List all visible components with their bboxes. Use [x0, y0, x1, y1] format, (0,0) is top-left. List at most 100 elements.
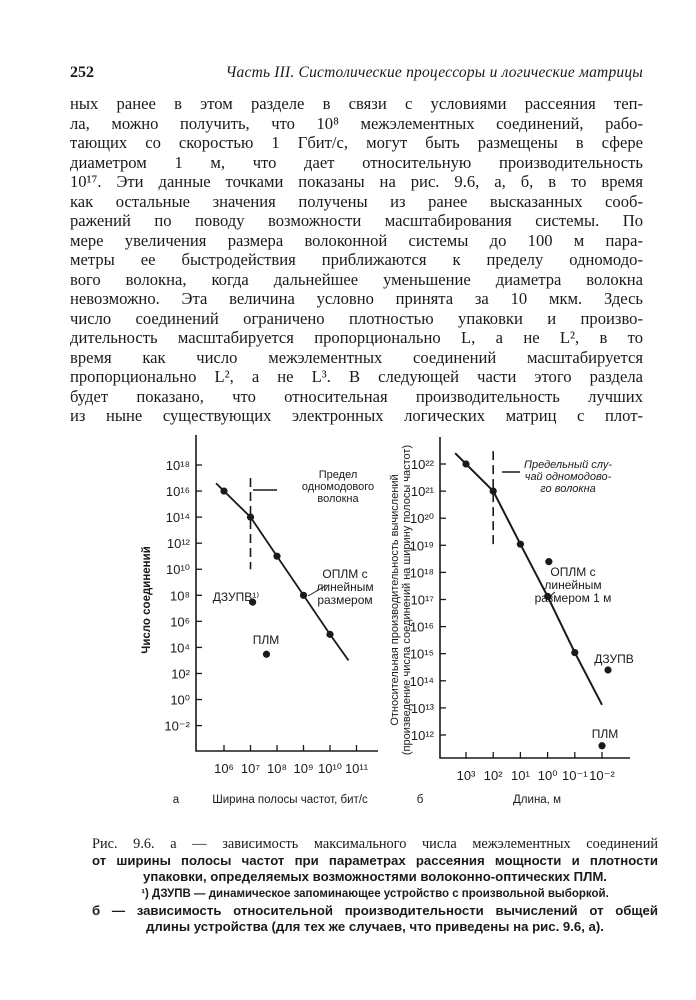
data-point — [544, 592, 552, 601]
y-tick-label: 10¹⁸ — [410, 565, 434, 580]
caption-line: упаковки, определяемых возможностями вол… — [143, 869, 607, 884]
reference-label: го волокна — [540, 483, 596, 495]
data-point — [571, 648, 579, 657]
caption-footnote: ¹) ДЗУПВ — динамическое запоминающее уст… — [141, 887, 609, 900]
caption-line: длины устройства (для тех же случаев, чт… — [146, 919, 604, 934]
body-line: метры ее быстродействия приближаются к п… — [70, 250, 643, 269]
body-line: невозможно. Эта величина условно принята… — [70, 289, 643, 308]
y-tick-label: 10¹⁴ — [410, 674, 434, 689]
y-tick-label: 10⁶ — [170, 614, 190, 629]
running-title: Часть III. Систолические процессоры и ло… — [225, 64, 643, 81]
body-line: мере увеличения размера волоконной систе… — [70, 230, 643, 250]
x-tick-label: 10⁹ — [293, 761, 313, 776]
data-point — [462, 460, 470, 468]
y-axis-label: Относительная производительность вычисле… — [389, 474, 401, 725]
y-axis-label: Число соединений — [141, 546, 153, 654]
series-label: ОПЛМ с — [550, 565, 595, 579]
body-line: ражений по поводу возможности масштабиро… — [70, 211, 643, 230]
body-line: ных ранее в этом разделе в связи с услов… — [70, 94, 643, 113]
data-point — [489, 487, 497, 495]
body-line: пропорционально L², а не L³. В следующей… — [70, 367, 643, 386]
reference-label: Предельный слу- — [524, 459, 612, 471]
body-line: дительность масштабируется пропорциональ… — [70, 328, 643, 347]
y-tick-label: 10¹² — [411, 728, 435, 743]
series-label: размером — [317, 593, 372, 607]
data-point — [248, 598, 257, 606]
y-tick-label: 10² — [171, 666, 190, 681]
x-tick-label: 10⁶ — [214, 761, 234, 776]
series-label: ОПЛМ с — [322, 567, 367, 581]
y-tick-label: 10¹⁷ — [411, 593, 435, 608]
series-label: ДЗУПВ¹⁾ — [213, 590, 259, 604]
caption-line: Рис. 9.6. а — зависимость максимального … — [92, 836, 658, 852]
label-leader — [307, 584, 328, 597]
y-tick-label: 10¹⁹ — [410, 538, 434, 553]
y-tick-label: 10¹⁵ — [410, 647, 434, 662]
reference-label: волокна — [317, 493, 359, 505]
data-point — [246, 513, 255, 521]
chart-axes — [195, 435, 378, 752]
body-line: будет показано, что относительная произв… — [70, 386, 643, 406]
panel-label: б — [417, 794, 424, 806]
body-line: как остальные значения получены из ранее… — [70, 191, 643, 211]
x-axis-label: Ширина полосы частот, бит/с — [212, 794, 368, 806]
x-tick-label: 10¹¹ — [345, 761, 369, 776]
x-tick-label: 10² — [484, 768, 503, 783]
x-tick-label: 10¹⁰ — [318, 761, 342, 776]
panel-label: а — [173, 794, 180, 806]
reference-label: чай одномодово- — [525, 471, 612, 483]
x-tick-label: 10³ — [457, 768, 476, 783]
y-tick-label: 10⁸ — [170, 588, 190, 603]
y-tick-label: 10¹⁴ — [166, 510, 190, 525]
y-tick-label: 10¹² — [167, 536, 191, 551]
y-tick-label: 10¹⁸ — [166, 458, 190, 473]
data-point — [262, 650, 271, 658]
series-label: ПЛМ — [253, 633, 280, 647]
y-tick-label: 10²² — [411, 457, 435, 472]
series-label: ДЗУПВ — [594, 652, 634, 666]
series-label: размером 1 м — [535, 591, 612, 605]
body-text: ных ранее в этом разделе в связи с услов… — [70, 94, 643, 426]
y-tick-label: 10⁻² — [164, 719, 190, 734]
reference-label: одномодового — [302, 481, 374, 493]
x-tick-label: 10⁰ — [538, 768, 558, 783]
y-tick-label: 10²¹ — [411, 484, 435, 499]
caption-line: от ширины полосы частот при параметрах р… — [92, 852, 658, 868]
y-tick-label: 10²⁰ — [410, 511, 434, 526]
y-tick-label: 10⁰ — [170, 693, 190, 708]
x-tick-label: 10⁷ — [241, 761, 260, 776]
body-line: 10¹⁷. Эти данные точками показаны на рис… — [70, 172, 643, 191]
x-tick-label: 10¹ — [511, 768, 530, 783]
x-axis-label: Длина, м — [513, 794, 561, 806]
body-line: из ныне существующих электронных логичес… — [70, 406, 643, 425]
body-line: тающих со скоростью 1 Гбит/с, могут быть… — [70, 133, 643, 152]
y-axis-label: (произведение числа соединений на ширину… — [401, 445, 413, 755]
y-tick-label: 10⁴ — [170, 640, 190, 655]
chart-axes — [439, 437, 630, 759]
data-point — [598, 742, 606, 750]
data-point — [516, 540, 525, 548]
page-number: 252 — [70, 64, 94, 81]
body-line: число соединений ограничено плотностью у… — [70, 308, 643, 328]
x-tick-label: 10⁻² — [589, 768, 615, 783]
y-tick-label: 10¹⁰ — [166, 562, 190, 577]
data-point — [220, 487, 228, 495]
data-point — [299, 591, 308, 599]
body-line: диаметром 1 м, что дает относительную пр… — [70, 152, 643, 172]
y-tick-label: 10¹⁶ — [166, 484, 190, 499]
x-tick-label: 10⁻¹ — [562, 768, 588, 783]
figure-caption: Рис. 9.6. а — зависимость максимального … — [92, 836, 658, 936]
x-tick-label: 10⁸ — [267, 761, 287, 776]
body-line: вого волокна, когда дальнейшее уменьшени… — [70, 269, 643, 289]
data-point — [273, 552, 281, 560]
data-point — [545, 558, 553, 566]
body-line: время как число межэлементных соединений… — [70, 347, 643, 367]
series-label: линейным — [316, 580, 373, 594]
series-label: линейным — [544, 578, 601, 592]
caption-line: б — зависимость относительной производит… — [92, 902, 658, 918]
data-point — [604, 666, 612, 674]
series-label: ПЛМ — [592, 727, 619, 741]
y-tick-label: 10¹³ — [411, 701, 435, 716]
reference-label: Предел — [319, 469, 358, 481]
